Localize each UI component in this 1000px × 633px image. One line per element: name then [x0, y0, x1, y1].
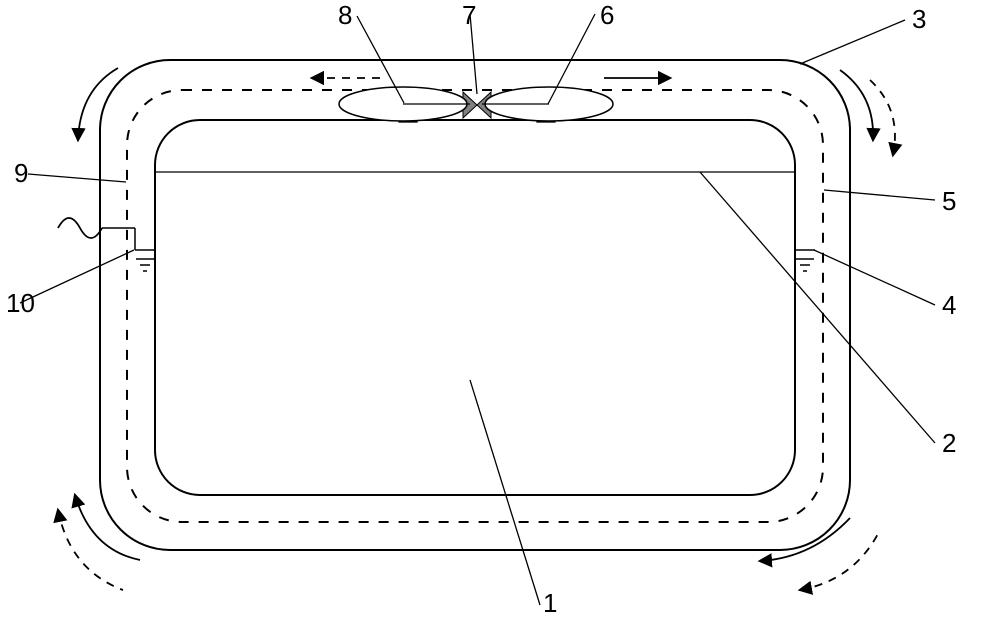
corner-arrow-tl-solid — [78, 68, 118, 140]
corner-arrow-tr-dashed — [870, 80, 895, 155]
left-turbine — [339, 87, 470, 122]
label-8: 8 — [338, 0, 352, 31]
leader-10 — [20, 250, 134, 303]
leader-3 — [800, 20, 905, 64]
electrode-right — [795, 250, 815, 271]
corner-arrow-br-solid — [760, 518, 850, 561]
label-4: 4 — [942, 290, 956, 321]
label-3: 3 — [912, 4, 926, 35]
label-10: 10 — [6, 288, 35, 319]
label-7: 7 — [462, 0, 476, 31]
leader-5 — [824, 190, 935, 200]
label-5: 5 — [942, 186, 956, 217]
leader-4 — [814, 250, 935, 305]
corner-arrow-br-dashed — [800, 530, 880, 590]
right-turbine — [482, 87, 613, 122]
label-2: 2 — [942, 428, 956, 459]
label-1: 1 — [543, 588, 557, 619]
label-9: 9 — [14, 158, 28, 189]
inner-chamber — [155, 120, 795, 495]
leader-9 — [28, 174, 126, 182]
label-6: 6 — [600, 0, 614, 31]
diagram-canvas: 1 2 3 4 5 6 7 8 9 10 — [0, 0, 1000, 633]
corner-arrow-bl-solid — [75, 495, 140, 560]
diagram-svg — [0, 0, 1000, 633]
